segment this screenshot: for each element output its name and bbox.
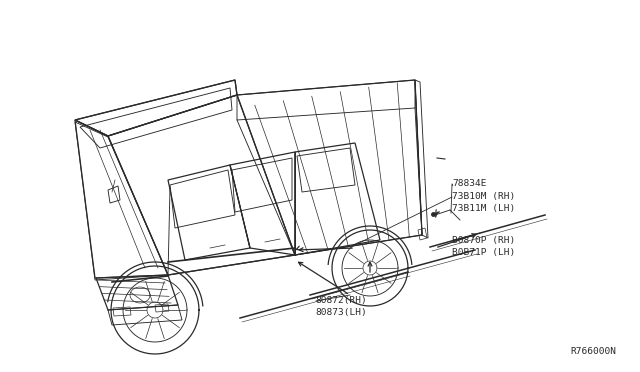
Text: 80872(RH): 80872(RH)	[315, 295, 367, 305]
Text: 73B11M (LH): 73B11M (LH)	[452, 203, 515, 212]
Text: R766000N: R766000N	[570, 347, 616, 356]
Text: 78834E: 78834E	[452, 179, 486, 187]
Text: 73B10M (RH): 73B10M (RH)	[452, 192, 515, 201]
Text: B0B71P (LH): B0B71P (LH)	[452, 247, 515, 257]
Text: 80873(LH): 80873(LH)	[315, 308, 367, 317]
Text: B0870P (RH): B0870P (RH)	[452, 235, 515, 244]
